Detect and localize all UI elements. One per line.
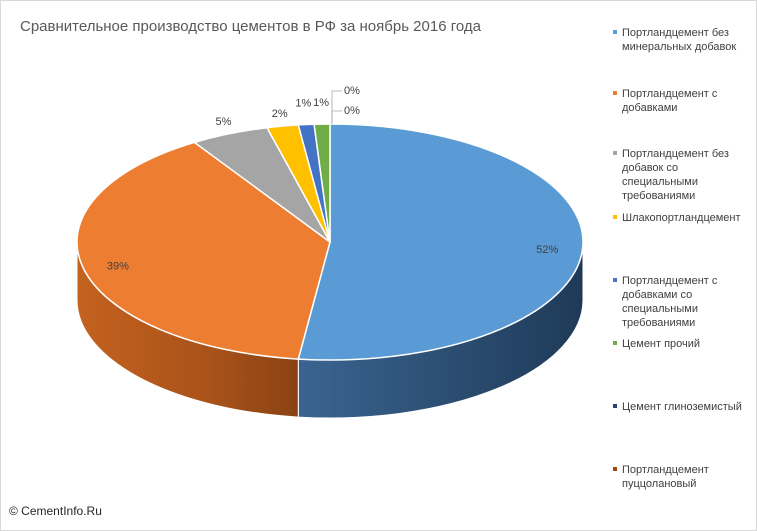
legend-label: Портландцемент с добавками — [622, 88, 718, 114]
legend-label: Шлакопортландцемент — [622, 212, 741, 224]
data-label-1: 52% — [536, 244, 558, 256]
leader-line-8 — [331, 110, 342, 124]
legend-label: Портландцемент без добавок со специальны… — [622, 148, 729, 202]
legend-label: Портландцемент пуццолановый — [622, 464, 709, 490]
legend-label: Цемент прочий — [622, 338, 701, 350]
copyright-text: © CementInfo.Ru — [9, 504, 102, 518]
data-label-8: 0% — [344, 105, 360, 117]
legend-swatch — [613, 341, 617, 345]
legend-swatch — [613, 215, 617, 219]
data-label-2: 39% — [107, 261, 129, 273]
data-label-4: 2% — [272, 108, 288, 120]
legend-label: Цемент глиноземистый — [622, 401, 742, 413]
legend-swatch — [613, 151, 617, 155]
legend-swatch — [613, 91, 617, 95]
pie-slice-1 — [297, 123, 584, 361]
legend-swatch — [613, 30, 617, 34]
pie-slice-2 — [76, 141, 331, 360]
data-label-6: 1% — [313, 97, 329, 109]
legend-swatch — [613, 278, 617, 282]
legend-swatch — [613, 467, 617, 471]
pie-slice-6 — [313, 123, 331, 243]
leader-line-7 — [331, 90, 342, 124]
chart-title: Сравнительное производство цементов в РФ… — [20, 18, 481, 35]
legend-label: Портландцемент без минеральных добавок — [622, 27, 737, 53]
legend-swatch — [613, 404, 617, 408]
data-label-3: 5% — [216, 116, 232, 128]
pie-slices — [76, 123, 584, 361]
pie-data-labels: 52% 39% 5% 2% 1% 1% 0% 0% — [107, 85, 559, 273]
data-label-7: 0% — [344, 85, 360, 97]
data-label-5: 1% — [295, 97, 311, 109]
legend-label: Портландцемент с добавками со специальны… — [622, 275, 718, 329]
